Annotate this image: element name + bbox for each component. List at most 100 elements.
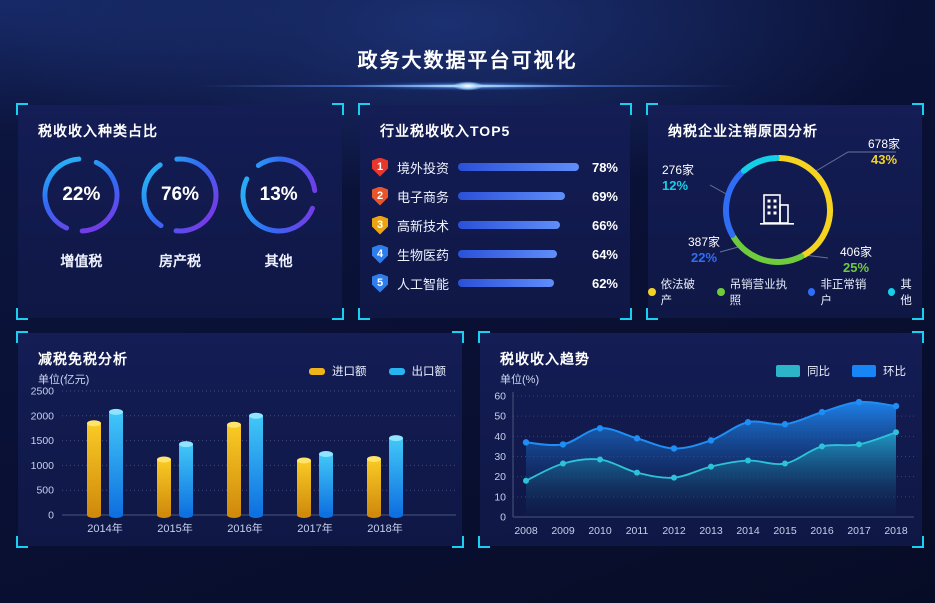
bar bbox=[458, 250, 558, 258]
svg-text:10: 10 bbox=[494, 491, 506, 503]
svg-text:2013: 2013 bbox=[699, 525, 723, 537]
bar-value: 69% bbox=[591, 188, 618, 204]
svg-text:30: 30 bbox=[494, 451, 506, 463]
ring-chart: 76% bbox=[138, 153, 222, 237]
svg-text:2014: 2014 bbox=[736, 525, 760, 537]
legend-item[interactable]: 吊销营业执照 bbox=[717, 276, 795, 308]
ring-property-tax: 76% 房产税 bbox=[132, 153, 228, 271]
bar-cylinder bbox=[179, 444, 193, 515]
legend-item[interactable]: 其他 bbox=[887, 276, 922, 308]
page-title: 政务大数据平台可视化 bbox=[357, 50, 578, 72]
legend-item[interactable]: 出口额 bbox=[388, 363, 446, 379]
bar-cylinder bbox=[227, 424, 241, 515]
svg-text:2009: 2009 bbox=[551, 525, 575, 537]
data-point bbox=[856, 441, 862, 448]
legend-item[interactable]: 环比 bbox=[852, 363, 906, 379]
header-flare-decoration bbox=[197, 76, 738, 96]
bar bbox=[458, 279, 555, 287]
corner-bracket bbox=[332, 308, 344, 320]
data-point bbox=[670, 445, 678, 452]
svg-text:2018: 2018 bbox=[884, 525, 908, 537]
bar-track bbox=[458, 279, 584, 287]
legend-dot-icon bbox=[717, 288, 725, 296]
svg-text:2008: 2008 bbox=[514, 525, 538, 537]
svg-text:2011: 2011 bbox=[626, 525, 649, 537]
bar-cylinder bbox=[249, 415, 263, 515]
callout-count: 276家 bbox=[662, 163, 695, 177]
axis-unit-label: 单位(%) bbox=[500, 374, 540, 386]
ring-label: 增值税 bbox=[60, 253, 103, 269]
corner-bracket bbox=[646, 103, 658, 115]
panel-cancel-reason: 纳税企业注销原因分析 678家 43% 40 bbox=[646, 103, 924, 320]
corner-bracket bbox=[16, 536, 28, 548]
corner-bracket bbox=[912, 308, 924, 320]
chart-legend: 进口额 出口额 bbox=[309, 363, 446, 379]
corner-bracket bbox=[332, 103, 344, 115]
svg-text:2018年: 2018年 bbox=[367, 521, 402, 535]
ring-percent: 22% bbox=[62, 184, 101, 205]
corner-bracket bbox=[452, 536, 464, 548]
ring-label: 其他 bbox=[264, 253, 293, 269]
corner-bracket bbox=[620, 103, 632, 115]
legend-swatch-icon bbox=[852, 365, 876, 377]
legend-dot-icon bbox=[887, 288, 896, 296]
data-point bbox=[707, 437, 715, 444]
bar-cylinder bbox=[367, 458, 381, 515]
panel-title: 税收收入种类占比 bbox=[38, 123, 158, 139]
ring-label: 房产税 bbox=[158, 253, 201, 269]
bar bbox=[458, 192, 566, 200]
corner-bracket bbox=[912, 103, 924, 115]
data-point bbox=[818, 408, 826, 416]
svg-text:2014年: 2014年 bbox=[87, 521, 122, 535]
legend-item[interactable]: 非正常销户 bbox=[807, 276, 875, 308]
bar-cylinder bbox=[109, 411, 123, 515]
top5-row: 1 境外投资 78% bbox=[372, 157, 618, 177]
legend-item[interactable]: 同比 bbox=[776, 363, 830, 379]
rank-shield-icon: 5 bbox=[372, 273, 388, 293]
data-point bbox=[893, 429, 899, 436]
callout-percent: 22% bbox=[690, 250, 718, 265]
svg-text:2015年: 2015年 bbox=[157, 521, 192, 535]
panel-tax-reduction: 减税免税分析 单位(亿元) 进口额 出口额 0 500 1000 1500 2000 25… bbox=[16, 331, 464, 548]
bar-value: 64% bbox=[591, 246, 618, 262]
bar-value: 78% bbox=[591, 159, 618, 175]
top5-list: 1 境外投资 78% 2 电子商务 69% 3 高新技术 66% 4 生物医药 bbox=[372, 157, 618, 302]
legend-label: 非正常销户 bbox=[820, 279, 867, 307]
industry-label: 人工智能 bbox=[397, 276, 450, 292]
svg-text:60: 60 bbox=[494, 391, 506, 403]
industry-label: 电子商务 bbox=[397, 189, 450, 205]
callout-percent: 12% bbox=[662, 178, 689, 193]
corner-bracket bbox=[16, 308, 28, 320]
industry-label: 生物医药 bbox=[397, 247, 450, 263]
donut-segment bbox=[740, 155, 780, 174]
data-point bbox=[744, 419, 752, 426]
bar bbox=[458, 163, 580, 171]
bar-value: 66% bbox=[591, 217, 618, 233]
corner-bracket bbox=[620, 308, 632, 320]
tax-trend-chart: 0 10 20 30 40 50 60 2008 2009 2010 2011 2012 2013 201… bbox=[494, 391, 914, 537]
data-point bbox=[892, 402, 900, 410]
callout-percent: 25% bbox=[842, 260, 870, 275]
bar-cylinder bbox=[319, 453, 333, 515]
legend-item[interactable]: 依法破产 bbox=[648, 276, 704, 308]
callout-count: 678家 bbox=[867, 137, 901, 151]
industry-label: 高新技术 bbox=[397, 218, 450, 234]
donut-callout: 276家 12% bbox=[662, 163, 712, 194]
data-point bbox=[522, 439, 530, 446]
legend-swatch-icon bbox=[776, 365, 800, 377]
svg-text:20: 20 bbox=[494, 471, 506, 483]
data-point bbox=[597, 456, 603, 463]
svg-text:2017: 2017 bbox=[847, 525, 871, 537]
donut-segment bbox=[730, 234, 805, 265]
panel-title: 行业税收收入TOP5 bbox=[380, 123, 511, 139]
panel-industry-top5: 行业税收收入TOP5 1 境外投资 78% 2 电子商务 69% 3 高新技术 … bbox=[358, 103, 632, 320]
rank-shield-icon: 3 bbox=[372, 215, 388, 235]
data-point bbox=[523, 477, 529, 484]
corner-bracket bbox=[478, 331, 490, 343]
legend-item[interactable]: 进口额 bbox=[309, 363, 367, 379]
corner-bracket bbox=[646, 308, 658, 320]
legend-swatch-icon bbox=[388, 367, 405, 375]
svg-text:0: 0 bbox=[48, 510, 54, 522]
legend-dot-icon bbox=[648, 288, 656, 296]
